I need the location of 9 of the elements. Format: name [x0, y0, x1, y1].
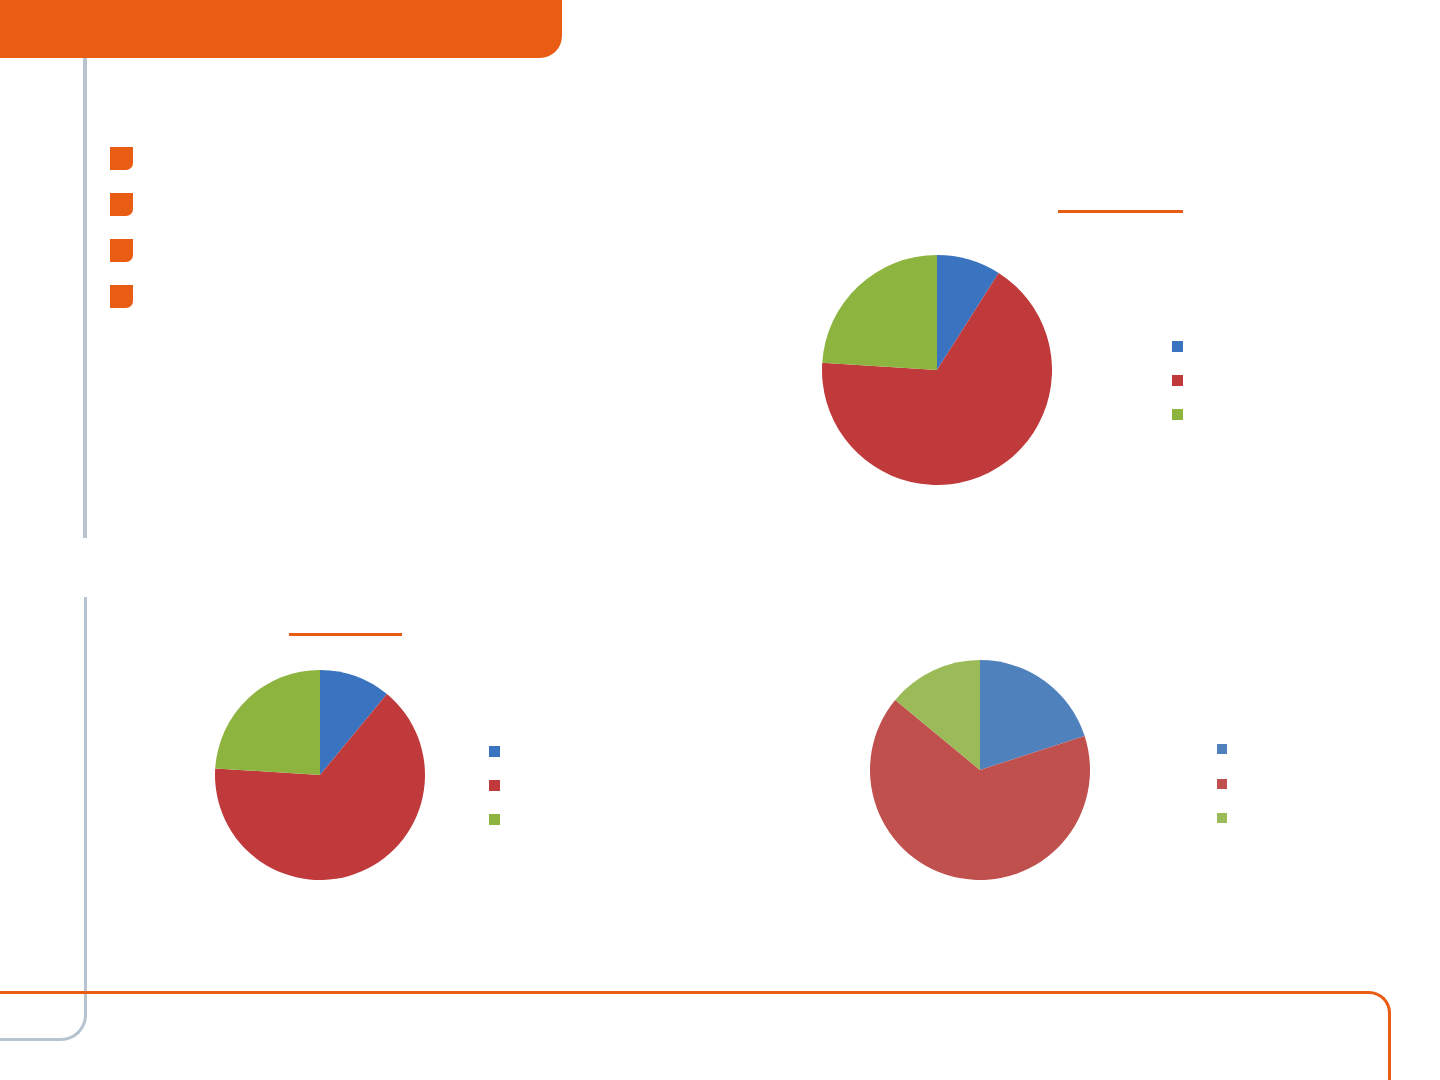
pie-slice: [980, 660, 1085, 770]
pie-slice: [215, 670, 320, 775]
pie-slice: [215, 694, 425, 880]
pie-slice: [320, 670, 387, 775]
pie-slice: [822, 255, 937, 370]
pie-slice: [895, 660, 980, 770]
pie-slice: [937, 255, 999, 370]
pie-slice: [870, 699, 1090, 880]
pie-slice: [822, 272, 1052, 485]
